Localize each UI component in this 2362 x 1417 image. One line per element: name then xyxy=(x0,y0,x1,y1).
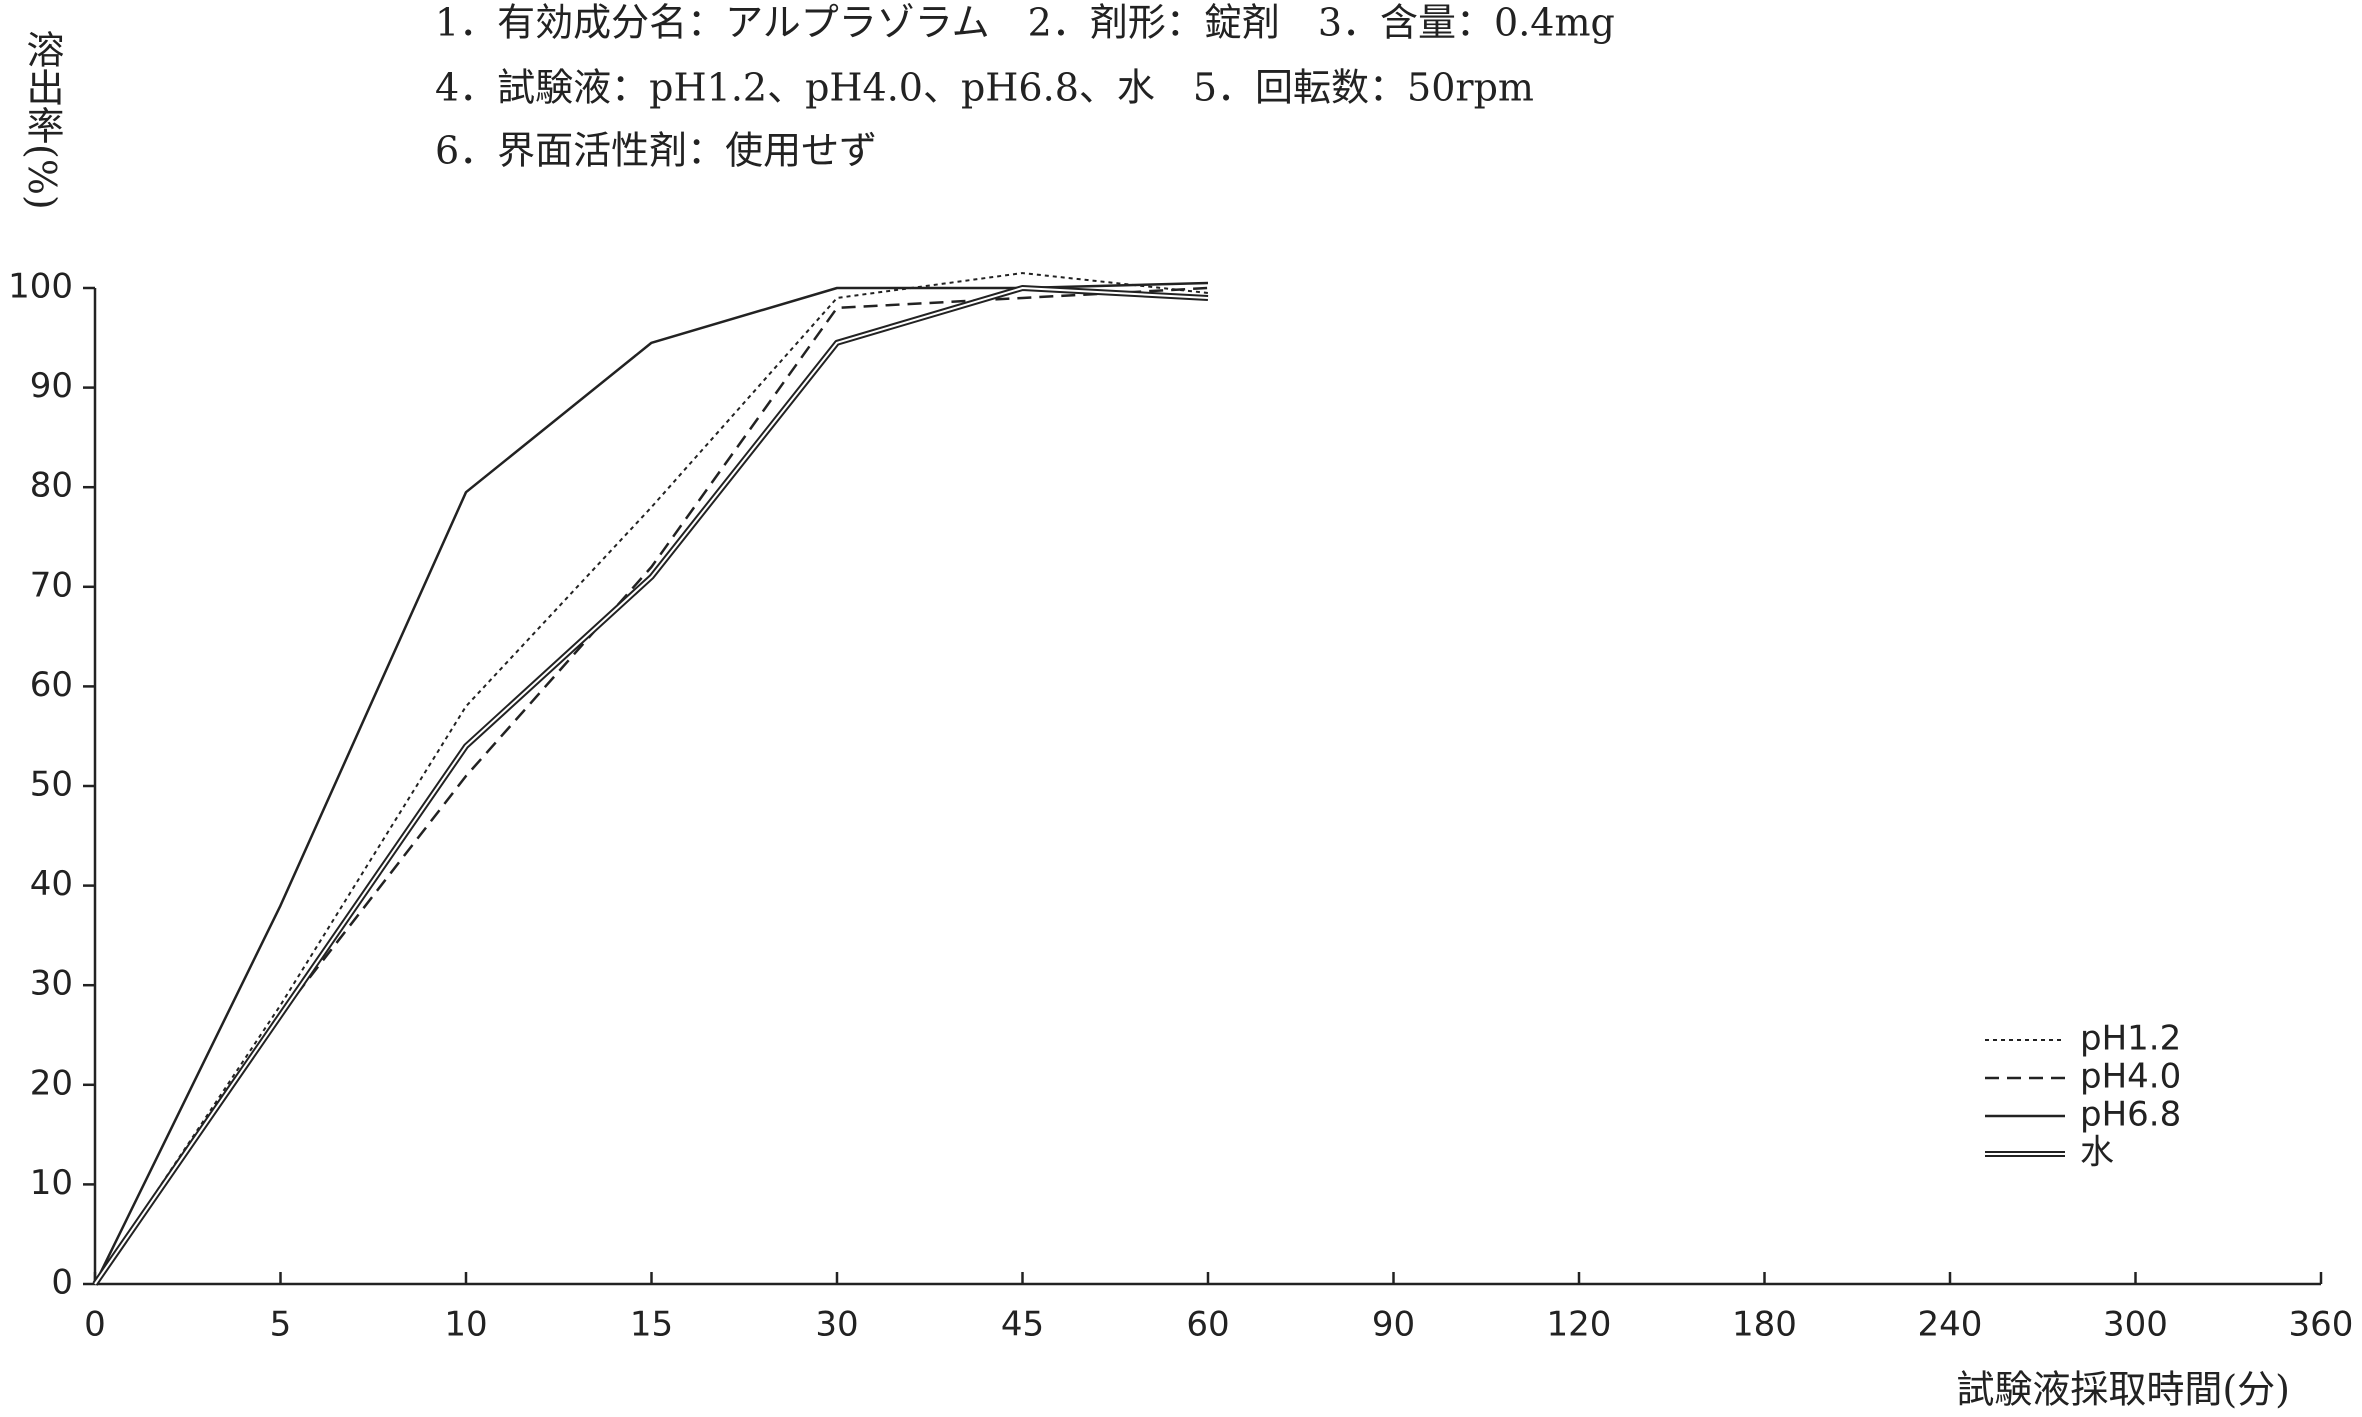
legend-label: pH1.2 xyxy=(2080,1019,2181,1059)
y-tick-label: 100 xyxy=(8,267,73,307)
title-line: 6．界面活性剤：使用せず xyxy=(435,129,877,173)
y-tick-label: 30 xyxy=(30,964,73,1004)
x-tick-label: 45 xyxy=(1001,1305,1044,1345)
x-tick-label: 90 xyxy=(1372,1305,1415,1345)
y-axis-label: 溶出率(%) xyxy=(20,30,64,210)
y-tick-label: 40 xyxy=(30,864,73,904)
series-line xyxy=(93,281,1209,1285)
series-line xyxy=(94,272,1209,1285)
legend-label: 水 xyxy=(2080,1133,2114,1173)
legend-label: pH6.8 xyxy=(2080,1095,2181,1135)
y-tick-label: 80 xyxy=(30,466,73,506)
title-line: 4．試験液：pH1.2、pH4.0、pH6.8、水 5．回転数：50rpm xyxy=(435,66,1534,110)
x-tick-label: 360 xyxy=(2289,1305,2354,1345)
x-axis-label: 試験液採取時間(分) xyxy=(1956,1368,2290,1412)
x-tick-label: 15 xyxy=(630,1305,673,1345)
y-tick-label: 70 xyxy=(30,565,73,605)
y-tick-label: 90 xyxy=(30,366,73,406)
x-tick-label: 30 xyxy=(815,1305,858,1345)
title-line: 1．有効成分名：アルプラゾラム 2．剤形：錠剤 3．含量：0.4mg xyxy=(435,1,1615,45)
x-tick-label: 10 xyxy=(444,1305,487,1345)
y-tick-label: 10 xyxy=(30,1163,73,1203)
x-tick-label: 240 xyxy=(1918,1305,1983,1345)
series-line xyxy=(94,287,1209,1285)
y-tick-label: 0 xyxy=(51,1263,73,1303)
x-tick-label: 60 xyxy=(1186,1305,1229,1345)
y-tick-label: 60 xyxy=(30,665,73,705)
x-tick-label: 120 xyxy=(1547,1305,1612,1345)
legend-label: pH4.0 xyxy=(2080,1057,2181,1097)
x-tick-label: 300 xyxy=(2103,1305,2168,1345)
x-tick-label: 5 xyxy=(270,1305,292,1345)
y-tick-label: 20 xyxy=(30,1063,73,1103)
x-tick-label: 0 xyxy=(84,1305,106,1345)
series-line xyxy=(93,286,1209,1285)
series-line xyxy=(92,285,1209,1286)
y-tick-label: 50 xyxy=(30,765,73,805)
x-tick-label: 180 xyxy=(1732,1305,1797,1345)
